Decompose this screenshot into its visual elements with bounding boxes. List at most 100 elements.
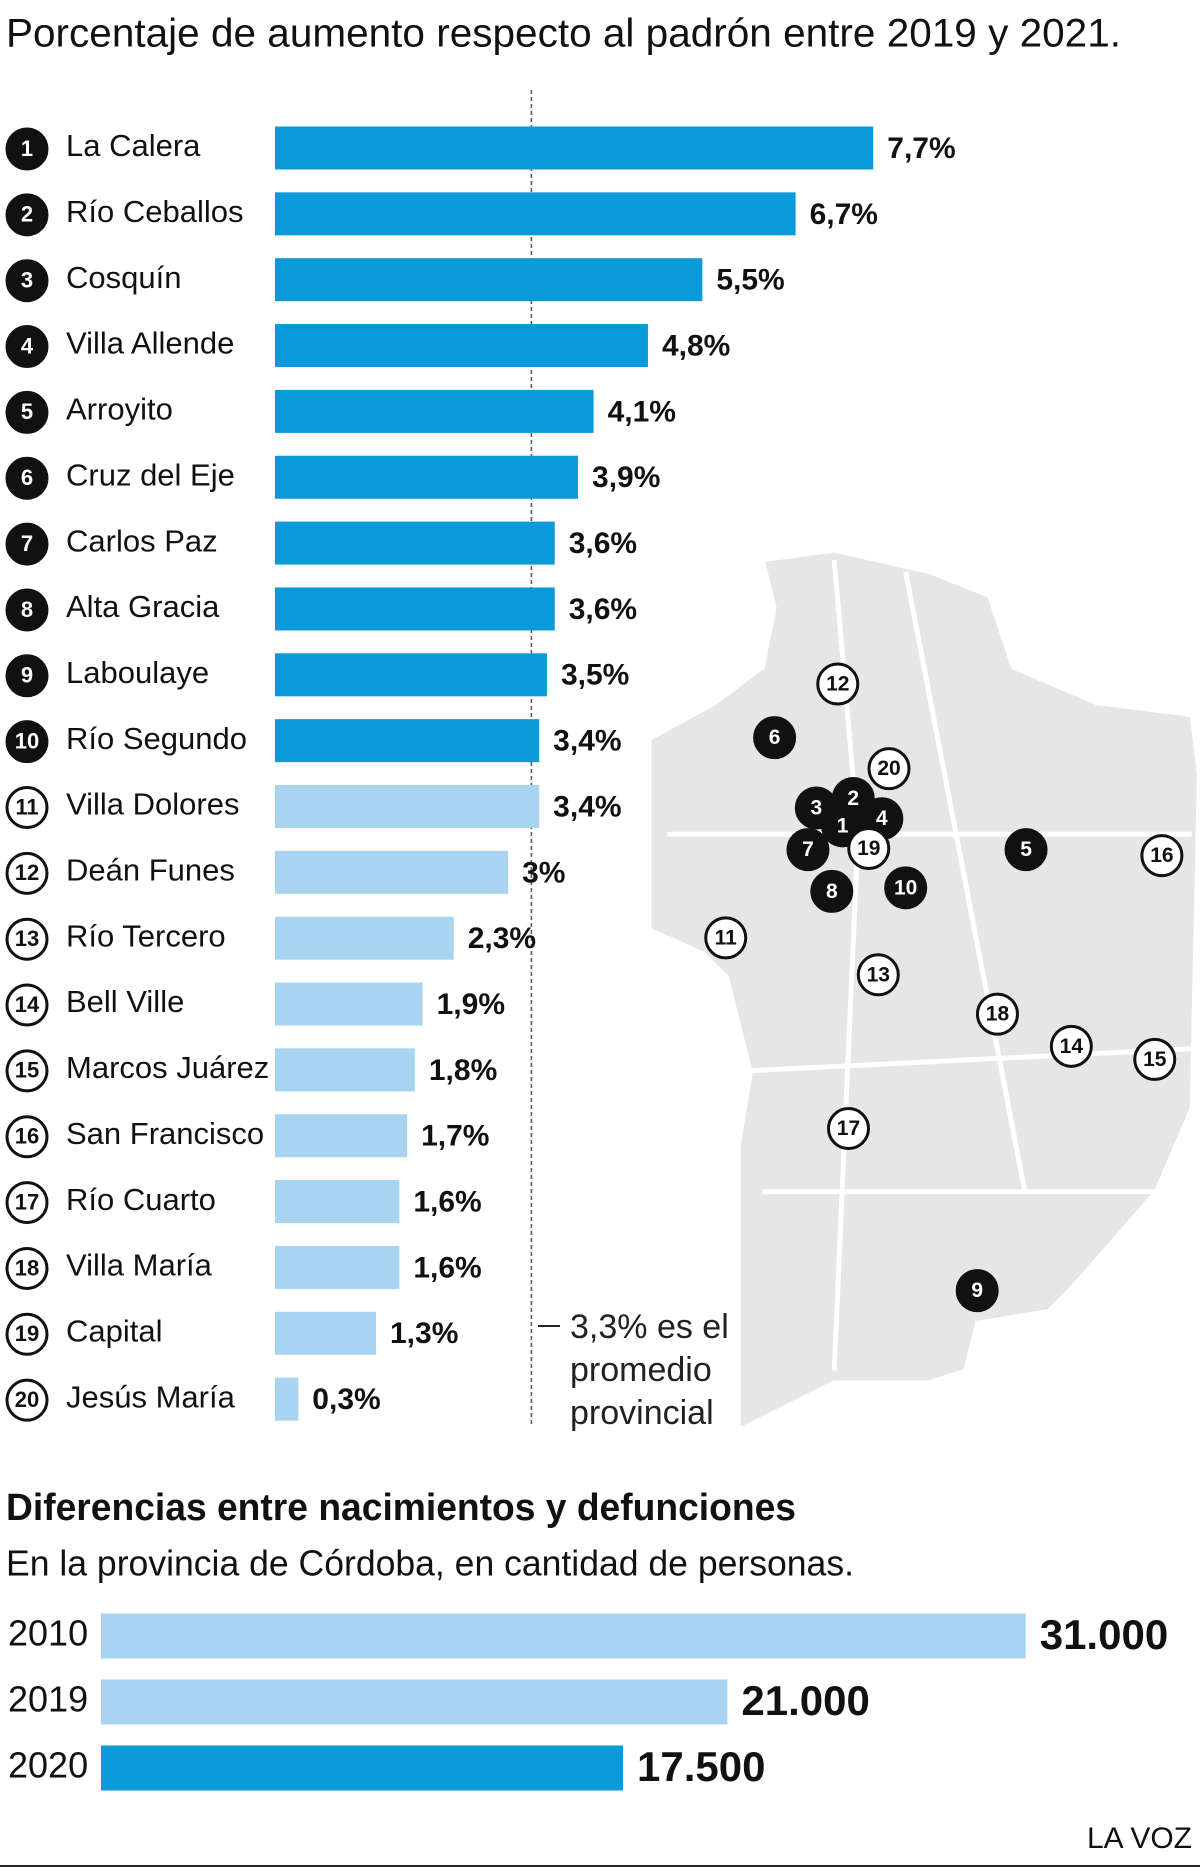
rank-badge xyxy=(5,522,49,566)
chart-title: Porcentaje de aumento respecto al padrón… xyxy=(6,12,1121,56)
value-label: 4,1% xyxy=(608,395,676,428)
rank-badge xyxy=(786,828,830,872)
category-label: 2010 xyxy=(8,1613,88,1654)
value-label: 7,7% xyxy=(887,132,955,165)
rank-badge xyxy=(955,1269,999,1313)
value-label: 21.000 xyxy=(741,1677,869,1724)
rank-label: 2 xyxy=(21,202,33,227)
value-label: 3,6% xyxy=(569,527,637,560)
rank-label: 1 xyxy=(837,814,849,837)
category-label: Alta Gracia xyxy=(66,589,220,624)
category-label: Río Ceballos xyxy=(66,194,243,229)
category-label: Villa Allende xyxy=(66,326,234,361)
rank-badge xyxy=(1140,834,1184,878)
rank-label: 16 xyxy=(1150,844,1173,867)
rank-label: 11 xyxy=(15,794,38,819)
bar xyxy=(275,653,547,697)
rank-label: 8 xyxy=(21,597,33,622)
rank-badge xyxy=(847,826,891,870)
bar xyxy=(275,521,555,565)
bar xyxy=(101,1613,1026,1659)
value-label: 3,4% xyxy=(553,725,621,758)
category-label: Capital xyxy=(66,1313,163,1348)
credit: LA VOZ xyxy=(1087,1822,1192,1855)
bar xyxy=(275,587,555,631)
rank-badge xyxy=(5,456,49,500)
bar xyxy=(275,1114,408,1158)
rank-label: 7 xyxy=(21,531,33,556)
category-label: 2019 xyxy=(8,1679,88,1720)
category-label: Cosquín xyxy=(66,260,181,295)
reference-note: 3,3% es el promedio provincial xyxy=(570,1308,729,1432)
value-label: 4,8% xyxy=(662,329,730,362)
value-label: 3,6% xyxy=(569,593,637,626)
bar xyxy=(275,258,703,302)
bar xyxy=(275,1245,400,1289)
bar xyxy=(101,1745,624,1791)
rank-badge xyxy=(5,1115,49,1159)
rank-badge xyxy=(816,662,860,706)
rank-label: 5 xyxy=(21,399,33,424)
value-label: 1,3% xyxy=(390,1317,458,1350)
rank-label: 6 xyxy=(21,465,33,490)
rank-badge xyxy=(1049,1024,1093,1068)
rank-label: 16 xyxy=(15,1124,39,1149)
value-label: 31.000 xyxy=(1040,1611,1168,1658)
rank-badge xyxy=(867,747,911,791)
rank-label: 13 xyxy=(15,926,39,951)
rank-label: 9 xyxy=(971,1279,983,1302)
bar xyxy=(275,324,648,368)
rank-badge xyxy=(5,983,49,1027)
bar xyxy=(275,719,540,763)
bar xyxy=(275,982,423,1026)
category-label: Villa Dolores xyxy=(66,787,239,822)
rank-badge xyxy=(5,720,49,764)
rank-badge xyxy=(5,1312,49,1356)
rank-badge xyxy=(975,992,1019,1036)
value-label: 3,4% xyxy=(553,790,621,823)
rank-badge xyxy=(1133,1037,1177,1081)
rank-badge xyxy=(5,325,49,369)
category-label: Río Cuarto xyxy=(66,1182,216,1217)
value-label: 3,5% xyxy=(561,659,629,692)
map-road xyxy=(714,1046,1192,1076)
rank-label: 17 xyxy=(15,1189,39,1214)
rank-label: 14 xyxy=(1060,1035,1084,1058)
chart-subtitle: En la provincia de Córdoba, en cantidad … xyxy=(6,1543,854,1584)
rank-badge xyxy=(5,654,49,698)
rank-badge xyxy=(794,786,838,830)
category-label: Cruz del Eje xyxy=(66,457,235,492)
bar xyxy=(275,1377,299,1421)
rank-label: 8 xyxy=(826,880,838,903)
bar xyxy=(275,455,579,499)
bar xyxy=(275,192,796,236)
category-label: Villa María xyxy=(66,1248,213,1283)
category-label: Bell Ville xyxy=(66,984,184,1019)
rank-label: 12 xyxy=(15,860,39,885)
category-label: Deán Funes xyxy=(66,853,235,888)
rank-label: 19 xyxy=(15,1321,39,1346)
rank-badge xyxy=(1004,828,1048,872)
rank-label: 13 xyxy=(867,963,890,986)
category-label: Carlos Paz xyxy=(66,523,218,558)
value-label: 5,5% xyxy=(716,264,784,297)
value-label: 2,3% xyxy=(468,922,536,955)
rank-badge xyxy=(5,917,49,961)
rank-label: 15 xyxy=(15,1058,39,1083)
value-label: 1,8% xyxy=(429,1054,497,1087)
rank-badge xyxy=(810,869,854,913)
bar xyxy=(275,1048,415,1092)
rank-badge xyxy=(5,193,49,237)
value-label: 3,9% xyxy=(592,461,660,494)
category-label: 2020 xyxy=(8,1745,88,1786)
rank-label: 1 xyxy=(21,136,33,161)
rank-label: 17 xyxy=(837,1117,860,1140)
value-label: 6,7% xyxy=(810,198,878,231)
rank-label: 9 xyxy=(21,663,33,688)
value-label: 0,3% xyxy=(312,1383,380,1416)
value-label: 1,6% xyxy=(413,1186,481,1219)
rank-label: 20 xyxy=(15,1387,39,1412)
map-road xyxy=(903,571,1028,1193)
rank-badge xyxy=(5,851,49,895)
